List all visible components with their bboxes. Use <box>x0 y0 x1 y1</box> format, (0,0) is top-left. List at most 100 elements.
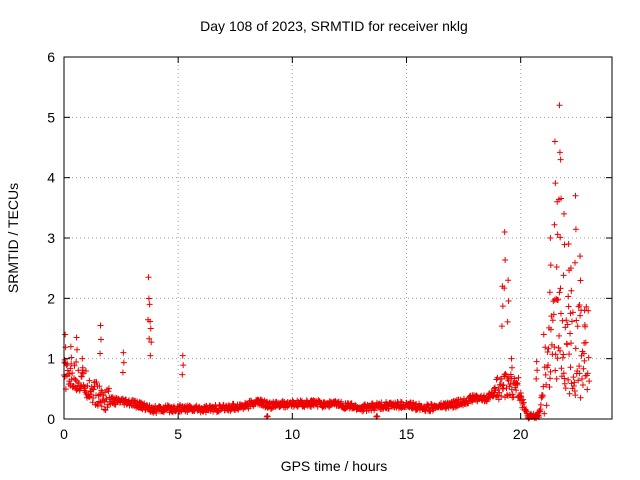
data-point <box>501 285 508 292</box>
data-point <box>533 358 540 365</box>
data-point <box>546 375 553 382</box>
axis-ticks: 0 5 10 15 20 0 1 2 3 4 5 6 <box>47 49 612 442</box>
data-point <box>543 402 550 409</box>
data-point <box>561 380 568 387</box>
data-point <box>73 358 80 365</box>
y-tick-label: 4 <box>47 170 55 186</box>
data-point <box>542 344 549 351</box>
data-point <box>80 370 87 377</box>
y-tick-label: 5 <box>47 109 55 125</box>
data-point <box>568 318 575 325</box>
data-point <box>563 317 570 324</box>
data-point <box>79 364 86 371</box>
data-point <box>492 387 499 394</box>
data-point <box>61 356 68 363</box>
data-point <box>505 298 512 305</box>
data-point <box>542 371 549 378</box>
data-point <box>544 348 551 355</box>
data-point <box>572 259 579 266</box>
chart-title: Day 108 of 2023, SRMTID for receiver nkl… <box>200 18 468 34</box>
data-point <box>511 375 518 382</box>
data-point <box>552 180 559 187</box>
data-point <box>547 368 554 375</box>
data-point <box>494 392 501 399</box>
x-tick-label: 5 <box>174 426 182 442</box>
y-tick-label: 1 <box>47 351 55 367</box>
data-point <box>78 373 85 380</box>
data-point <box>499 303 506 310</box>
data-point <box>555 296 562 303</box>
data-point <box>550 311 557 318</box>
data-point <box>545 362 552 369</box>
data-point <box>577 277 584 284</box>
data-point <box>568 287 575 294</box>
data-point <box>556 102 563 109</box>
data-point <box>96 383 103 390</box>
data-point <box>567 330 574 337</box>
data-point <box>577 253 584 260</box>
data-point <box>572 345 579 352</box>
data-point <box>586 378 593 385</box>
data-point <box>554 355 561 362</box>
data-point <box>557 347 564 354</box>
data-point <box>534 367 541 374</box>
data-point <box>546 384 553 391</box>
data-point <box>566 351 573 358</box>
data-point <box>581 357 588 364</box>
data-point <box>146 335 153 342</box>
data-point <box>68 360 75 367</box>
data-point <box>105 385 112 392</box>
data-point <box>547 326 554 333</box>
data-point <box>556 332 563 339</box>
data-point <box>397 398 404 405</box>
data-point <box>553 375 560 382</box>
data-point <box>86 377 93 384</box>
data-point <box>551 138 558 145</box>
data-point <box>502 257 509 264</box>
data-point <box>557 234 564 241</box>
y-tick-label: 3 <box>47 230 55 246</box>
data-point <box>547 235 554 241</box>
data-point <box>84 382 91 389</box>
data-point <box>69 370 76 377</box>
data-point <box>560 370 567 377</box>
x-tick-label: 20 <box>513 426 529 442</box>
data-point <box>552 351 559 358</box>
data-point <box>565 293 572 300</box>
data-point <box>565 376 572 383</box>
data-point <box>498 393 505 400</box>
data-point <box>145 295 152 302</box>
data-point <box>564 341 571 348</box>
data-point <box>120 359 127 366</box>
data-point <box>533 375 540 382</box>
data-point <box>86 393 93 400</box>
data-point <box>67 343 74 350</box>
data-point <box>120 349 127 356</box>
data-point <box>541 410 548 417</box>
data-point <box>539 392 546 399</box>
y-axis-label: SRMTID / TECUs <box>5 183 21 293</box>
data-point <box>564 321 571 328</box>
data-point <box>68 354 75 361</box>
x-tick-label: 10 <box>285 426 301 442</box>
data-point <box>546 289 553 296</box>
data-point <box>576 363 583 370</box>
data-point <box>561 241 568 248</box>
data-point <box>100 392 107 399</box>
data-point <box>568 340 575 347</box>
data-point <box>101 406 108 413</box>
data-point <box>510 394 517 401</box>
data-point <box>578 375 585 382</box>
data-point <box>501 228 508 235</box>
data-point <box>579 381 586 388</box>
data-point <box>581 307 588 314</box>
data-point <box>71 362 78 369</box>
data-point <box>508 386 515 393</box>
data-point <box>179 352 186 359</box>
data-point <box>74 346 81 353</box>
data-point <box>67 365 74 372</box>
data-point <box>145 274 152 281</box>
data-point <box>572 226 579 233</box>
data-point <box>180 362 187 369</box>
y-tick-label: 0 <box>47 411 55 427</box>
